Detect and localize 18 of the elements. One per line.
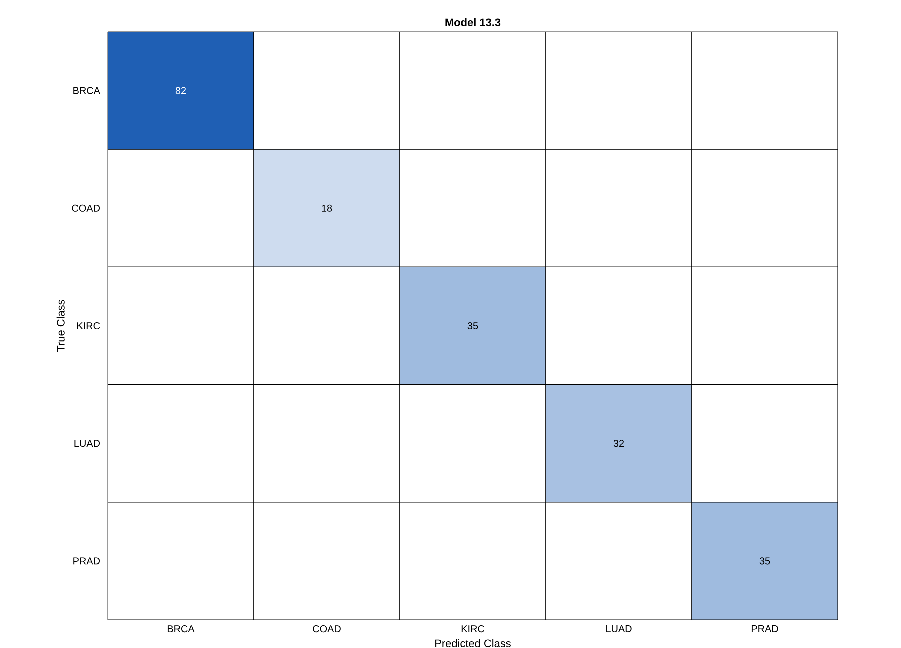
x-axis-title: Predicted Class [436,639,511,648]
x-tick-label: BRCA [168,626,195,633]
data-label: 35 [760,558,770,565]
data-label: 32 [614,440,624,448]
y-tick-label: KIRC [78,322,100,330]
x-tick-label: PRAD [752,626,778,632]
x-tick-label: COAD [313,626,341,633]
data-label: 35 [468,322,478,330]
y-axis-title: True Class [56,300,65,352]
y-tick-label: LUAD [74,440,100,448]
chart-title: Model 13.3 [446,18,501,26]
y-tick-label: BRCA [74,87,100,94]
x-tick-label: KIRC [462,626,485,633]
y-tick-label: COAD [72,204,100,212]
y-tick-label: PRAD [74,558,100,565]
x-tick-label: LUAD [606,626,632,632]
data-label: 82 [176,87,186,94]
data-label: 18 [322,204,332,212]
